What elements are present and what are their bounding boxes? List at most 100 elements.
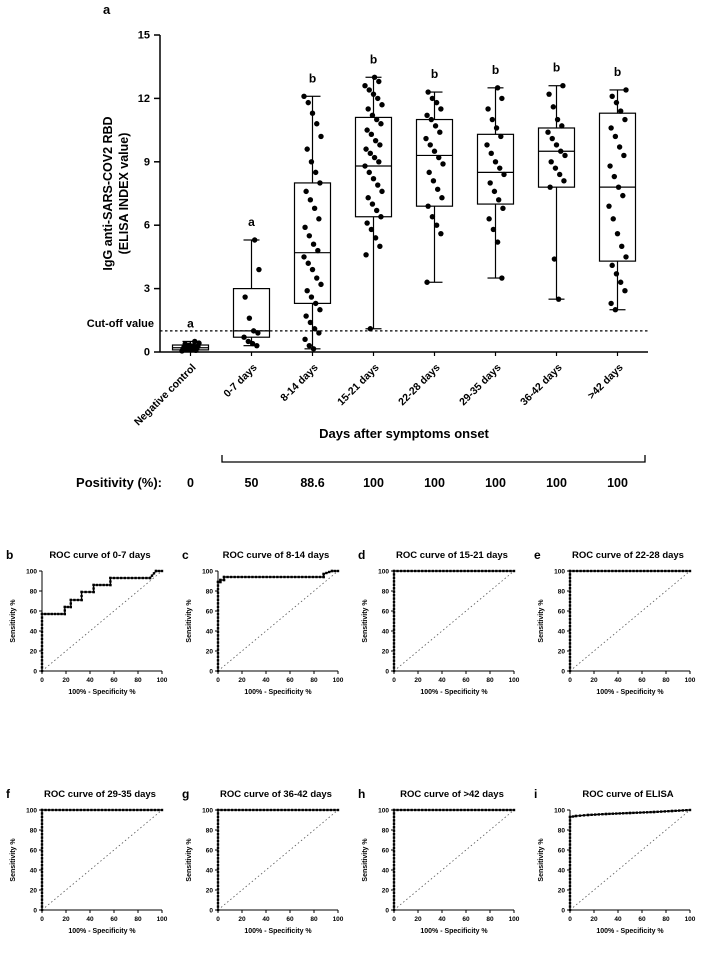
roc-curve-marker xyxy=(40,808,44,812)
roc-curve-marker xyxy=(50,612,53,616)
roc-panel-d: d ROC curve of 15-21 days 0 20 40 60 80 100 0 20 4… xyxy=(354,548,530,703)
data-point xyxy=(556,171,563,178)
roc-curve-marker xyxy=(40,846,44,850)
roc-curve-marker xyxy=(40,884,44,888)
roc-curve-marker xyxy=(76,598,80,602)
roc-curve-marker xyxy=(568,580,572,583)
roc-curve-marker xyxy=(568,583,572,586)
data-point xyxy=(182,341,188,347)
roc-curve-marker xyxy=(69,602,72,605)
roc-curve-marker xyxy=(40,857,44,860)
roc-y-tick: 40 xyxy=(30,628,38,635)
roc-curve-marker xyxy=(674,569,678,573)
roc-curve-marker xyxy=(154,569,158,573)
panel-letter: d xyxy=(358,548,366,562)
roc-x-tick: 60 xyxy=(638,916,646,923)
roc-curve-marker xyxy=(481,569,484,573)
roc-curve-marker xyxy=(40,908,44,912)
roc-x-axis-label: 100% - Specificity % xyxy=(420,928,488,935)
roc-curve-marker xyxy=(40,860,44,863)
roc-curve-marker xyxy=(40,819,44,822)
data-point xyxy=(609,262,615,269)
roc-curve-marker xyxy=(322,572,325,576)
roc-curve-marker xyxy=(216,637,220,641)
positivity-value: 88.6 xyxy=(300,476,324,490)
roc-y-tick: 20 xyxy=(382,648,390,655)
data-point xyxy=(494,239,501,245)
roc-curve-marker xyxy=(568,645,572,649)
roc-curve-marker xyxy=(216,822,220,825)
roc-panel-e: e ROC curve of 22-28 days 0 20 40 60 80 100 0 20 4… xyxy=(530,548,706,703)
roc-curve-marker xyxy=(237,575,240,579)
roc-curve-marker xyxy=(392,583,396,586)
roc-curve-marker xyxy=(308,808,311,812)
data-point xyxy=(301,93,307,99)
roc-y-tick: 100 xyxy=(378,568,389,575)
roc-curve-marker xyxy=(473,569,477,573)
significance-letter: b xyxy=(492,63,499,77)
roc-curve-marker xyxy=(611,569,614,573)
roc-curve-marker xyxy=(410,808,413,812)
data-point xyxy=(363,146,369,152)
roc-panel-f: f ROC curve of 29-35 days 0 20 40 60 80 100 0 20 4… xyxy=(2,787,178,942)
data-point xyxy=(371,74,378,80)
roc-y-tick: 100 xyxy=(202,807,213,814)
roc-curve-marker xyxy=(118,808,121,812)
roc-curve-marker xyxy=(435,569,438,573)
roc-panel-header: h ROC curve of >42 days xyxy=(354,787,530,802)
roc-curve-marker xyxy=(127,576,130,580)
data-point xyxy=(314,121,320,127)
data-point xyxy=(192,338,198,345)
box-5 xyxy=(476,133,515,205)
category-label: 22-28 days xyxy=(396,362,443,409)
roc-curve-marker xyxy=(216,850,220,853)
roc-curve-marker xyxy=(216,832,220,836)
roc-curve-marker xyxy=(512,808,516,812)
data-point xyxy=(318,133,324,140)
data-point xyxy=(489,116,496,123)
roc-curve-marker xyxy=(568,819,572,822)
roc-curve-marker xyxy=(216,898,220,901)
roc-curve-marker xyxy=(223,808,227,812)
roc-x-tick: 40 xyxy=(262,916,270,923)
roc-curve-marker xyxy=(621,569,625,573)
roc-curve-marker xyxy=(40,616,44,619)
data-point xyxy=(316,330,322,336)
roc-chart-c: 0 20 40 60 80 100 0 20 40 60 80 100 Sensitivity % 100… xyxy=(186,568,344,696)
roc-curve-marker xyxy=(216,602,220,605)
roc-curve-marker xyxy=(234,808,237,812)
data-point xyxy=(378,214,384,220)
roc-curve-marker xyxy=(63,609,66,612)
roc-curve-marker xyxy=(290,808,294,812)
roc-curve-marker xyxy=(571,815,575,818)
roc-curve-marker xyxy=(392,877,396,881)
data-point xyxy=(609,93,615,99)
roc-curve-marker xyxy=(150,574,154,577)
significance-letter: b xyxy=(370,52,377,66)
data-point xyxy=(305,99,311,106)
roc-curve-marker xyxy=(129,808,132,812)
roc-curve-marker xyxy=(590,813,593,816)
roc-curve-marker xyxy=(466,569,470,573)
roc-curve-marker xyxy=(568,607,572,611)
roc-curve-marker xyxy=(130,576,134,580)
roc-curve-marker xyxy=(568,839,572,843)
roc-curve-marker xyxy=(656,810,659,813)
roc-curve-marker xyxy=(642,811,645,814)
roc-curve-marker xyxy=(283,575,286,579)
roc-curve-marker xyxy=(40,832,44,836)
roc-curve-marker xyxy=(216,829,220,832)
category-label: 36-42 days xyxy=(518,362,565,409)
roc-curve-marker xyxy=(392,895,396,898)
data-point xyxy=(377,142,383,148)
roc-curve-marker xyxy=(392,576,396,580)
roc-curve-marker xyxy=(69,598,72,602)
roc-curve-marker xyxy=(120,576,123,580)
roc-curve-marker xyxy=(269,575,272,579)
roc-curve-marker xyxy=(604,569,607,573)
roc-curve-marker xyxy=(92,587,95,590)
roc-x-tick: 80 xyxy=(486,916,494,923)
roc-curve-marker xyxy=(216,630,220,634)
roc-curve-marker xyxy=(445,808,449,812)
data-point xyxy=(619,243,625,250)
